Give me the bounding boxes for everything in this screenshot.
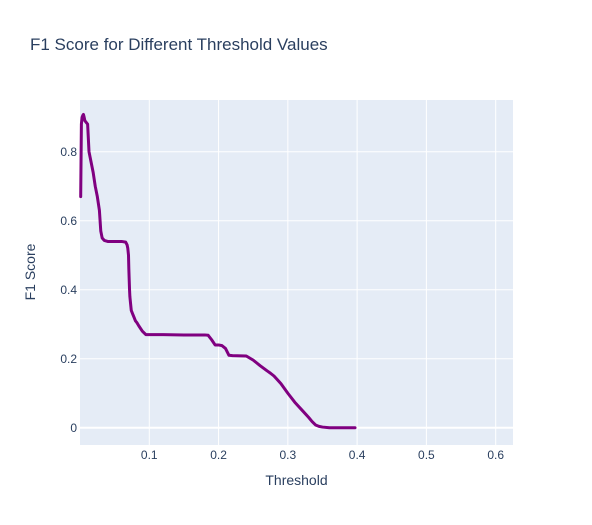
y-tick-label: 0	[70, 421, 77, 435]
x-gridlines	[148, 100, 497, 445]
x-tick-label: 0.3	[279, 448, 296, 462]
x-axis-title: Threshold	[265, 472, 327, 488]
y-tick-label: 0.6	[60, 214, 77, 228]
y-tick-label: 0.2	[60, 352, 77, 366]
f1-score-series-line	[79, 112, 357, 430]
chart-title: F1 Score for Different Threshold Values	[30, 35, 328, 54]
x-tick-label: 0.2	[210, 448, 227, 462]
x-tick-label: 0.6	[487, 448, 504, 462]
x-tick-label: 0.4	[349, 448, 366, 462]
y-axis-title: F1 Score	[22, 243, 38, 300]
plot-area	[80, 100, 513, 445]
y-tick-label: 0.4	[60, 283, 77, 297]
x-tick-label: 0.5	[418, 448, 435, 462]
x-tick-labels: 0.1 0.2 0.3 0.4 0.5 0.6	[141, 448, 504, 462]
x-tick-label: 0.1	[141, 448, 158, 462]
y-tick-labels: 0 0.2 0.4 0.6 0.8	[60, 145, 77, 435]
y-tick-label: 0.8	[60, 145, 77, 159]
y-gridlines	[80, 151, 513, 429]
